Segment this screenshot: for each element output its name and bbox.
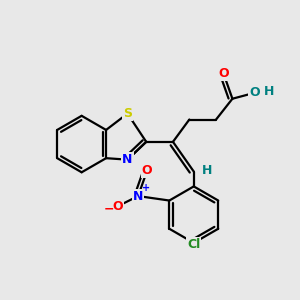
Text: Cl: Cl — [187, 238, 200, 251]
Text: O: O — [249, 86, 260, 99]
Text: +: + — [142, 183, 151, 193]
Text: H: H — [264, 85, 274, 98]
Text: O: O — [218, 67, 229, 80]
Text: N: N — [133, 190, 143, 202]
Text: O: O — [142, 164, 152, 177]
Text: N: N — [122, 153, 133, 166]
Text: O: O — [112, 200, 123, 213]
Text: −: − — [104, 203, 114, 216]
Text: H: H — [202, 164, 212, 177]
Text: S: S — [123, 107, 132, 120]
